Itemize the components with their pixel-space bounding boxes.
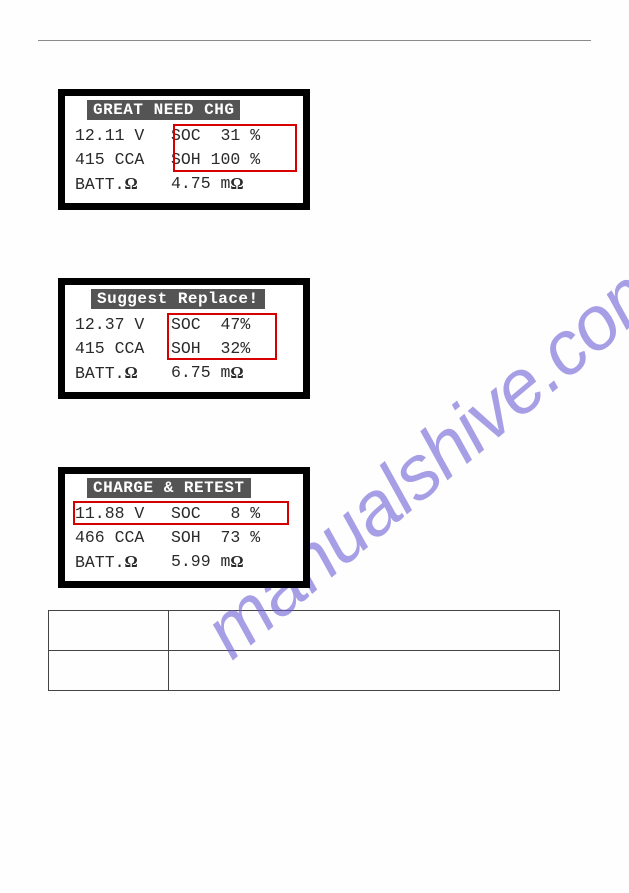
spacer <box>201 502 231 526</box>
empty-table <box>48 610 560 691</box>
ohm-icon: Ω <box>125 552 138 571</box>
soc-value: 31 % <box>221 124 261 148</box>
batt-label: BATT.Ω <box>75 550 171 575</box>
cca-value: 415 CCA <box>75 337 171 361</box>
table-cell <box>169 651 560 691</box>
soc-value: 47% <box>221 313 251 337</box>
voltage-value: 12.11 V <box>75 124 171 148</box>
soc-value: 8 % <box>230 502 260 526</box>
spacer <box>201 313 221 337</box>
tester-rows: 12.37 V SOC 47% 415 CCA SOH 32% BATT.Ω 6… <box>71 313 297 386</box>
soh-value: 32% <box>221 337 251 361</box>
soc-label: SOC <box>171 313 201 337</box>
tester-panel-1: GREAT NEED CHG 12.11 V SOC 31 % 415 CCA … <box>58 89 310 210</box>
soh-label: SOH <box>171 337 201 361</box>
resistance-value: 6.75 m <box>171 361 230 386</box>
spacer <box>201 124 221 148</box>
ohm-icon: Ω <box>125 174 138 193</box>
resistance-value: 4.75 m <box>171 172 230 197</box>
batt-label: BATT.Ω <box>75 172 171 197</box>
soc-label: SOC <box>171 502 201 526</box>
soh-label: SOH <box>171 526 201 550</box>
cca-value: 415 CCA <box>75 148 171 172</box>
table-cell <box>49 651 169 691</box>
top-rule <box>38 40 591 41</box>
ohm-icon: Ω <box>230 361 243 386</box>
table-row <box>49 651 560 691</box>
table-cell <box>169 611 560 651</box>
table-row <box>49 611 560 651</box>
soh-value: 100 % <box>211 148 261 172</box>
spacer <box>201 526 221 550</box>
spacer <box>201 148 211 172</box>
tester-header: GREAT NEED CHG <box>87 100 240 120</box>
tester-rows: 12.11 V SOC 31 % 415 CCA SOH 100 % BATT.… <box>71 124 297 197</box>
soh-label: SOH <box>171 148 201 172</box>
soc-label: SOC <box>171 124 201 148</box>
resistance-value: 5.99 m <box>171 550 230 575</box>
batt-label: BATT.Ω <box>75 361 171 386</box>
tester-panel-3: CHARGE & RETEST 11.88 V SOC 8 % 466 CCA … <box>58 467 310 588</box>
voltage-value: 11.88 V <box>75 502 171 526</box>
cca-value: 466 CCA <box>75 526 171 550</box>
tester-header: CHARGE & RETEST <box>87 478 251 498</box>
tester-rows: 11.88 V SOC 8 % 466 CCA SOH 73 % BATT.Ω … <box>71 502 297 575</box>
tester-header: Suggest Replace! <box>91 289 265 309</box>
soh-value: 73 % <box>221 526 261 550</box>
ohm-icon: Ω <box>230 550 243 575</box>
table-cell <box>49 611 169 651</box>
ohm-icon: Ω <box>125 363 138 382</box>
voltage-value: 12.37 V <box>75 313 171 337</box>
ohm-icon: Ω <box>230 172 243 197</box>
tester-panel-2: Suggest Replace! 12.37 V SOC 47% 415 CCA… <box>58 278 310 399</box>
spacer <box>201 337 221 361</box>
